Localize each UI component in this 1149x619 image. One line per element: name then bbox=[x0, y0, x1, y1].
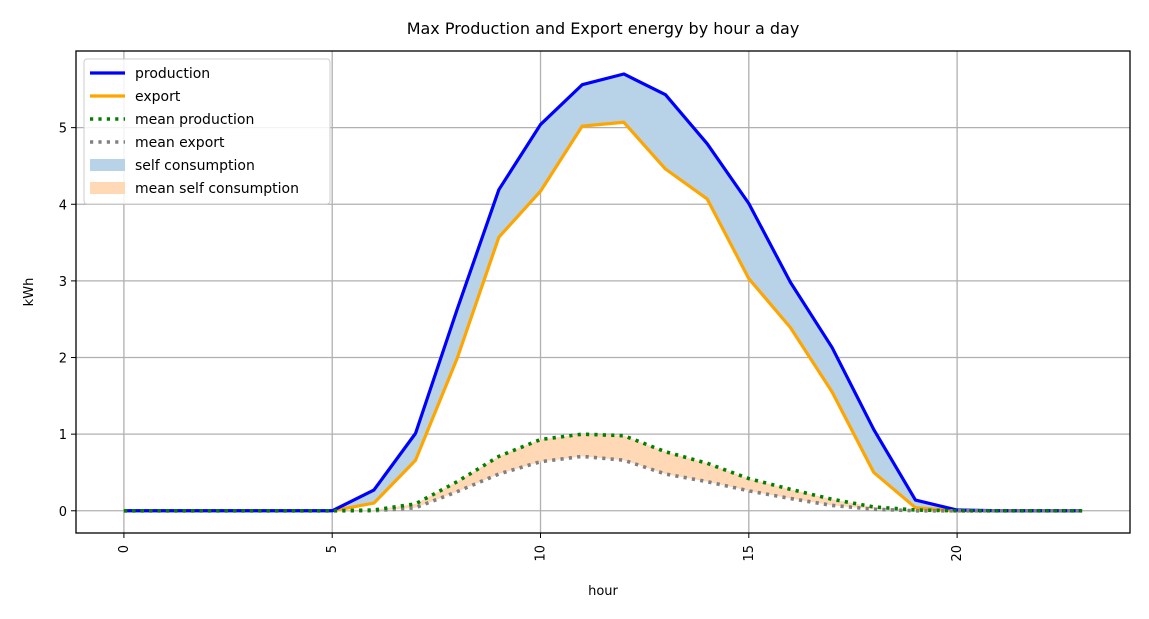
legend: production export mean production mean expo… bbox=[83, 58, 331, 205]
axis-ticks: 0 5 10 15 20 0 1 2 3 4 5 bbox=[59, 122, 965, 562]
y-axis-label: kWh bbox=[22, 278, 37, 307]
legend-swatch-mean-self-consumption bbox=[90, 182, 125, 194]
legend-label-mean-production: mean production bbox=[135, 112, 254, 128]
fill-self-consumption bbox=[123, 73, 1083, 511]
y-tick-label: 3 bbox=[59, 275, 67, 290]
x-tick-label: 10 bbox=[534, 545, 549, 562]
series-lines bbox=[123, 72, 1083, 513]
fill-areas bbox=[123, 73, 1083, 511]
x-tick-label: 0 bbox=[117, 545, 132, 553]
x-tick-label: 15 bbox=[742, 545, 757, 562]
chart-title: Max Production and Export energy by hour… bbox=[407, 19, 800, 38]
legend-label-export: export bbox=[135, 89, 181, 105]
y-tick-label: 1 bbox=[59, 428, 67, 443]
y-tick-label: 4 bbox=[59, 198, 67, 213]
fill-mean-self-consumption bbox=[123, 434, 1083, 511]
x-tick-label: 20 bbox=[950, 545, 965, 562]
legend-swatch-self-consumption bbox=[90, 159, 125, 171]
legend-label-production: production bbox=[135, 66, 210, 82]
legend-label-mean-export: mean export bbox=[135, 135, 225, 151]
y-tick-label: 2 bbox=[59, 352, 67, 367]
y-tick-label: 5 bbox=[59, 122, 67, 137]
legend-label-self-consumption: self consumption bbox=[135, 158, 255, 174]
plot-frame bbox=[75, 50, 1131, 534]
legend-box bbox=[83, 58, 331, 205]
legend-label-mean-self-consumption: mean self consumption bbox=[135, 181, 299, 197]
x-tick-label: 5 bbox=[325, 545, 340, 553]
series-line-mean-production bbox=[123, 432, 1083, 513]
y-tick-label: 0 bbox=[59, 505, 67, 520]
x-axis-label: hour bbox=[588, 584, 618, 599]
